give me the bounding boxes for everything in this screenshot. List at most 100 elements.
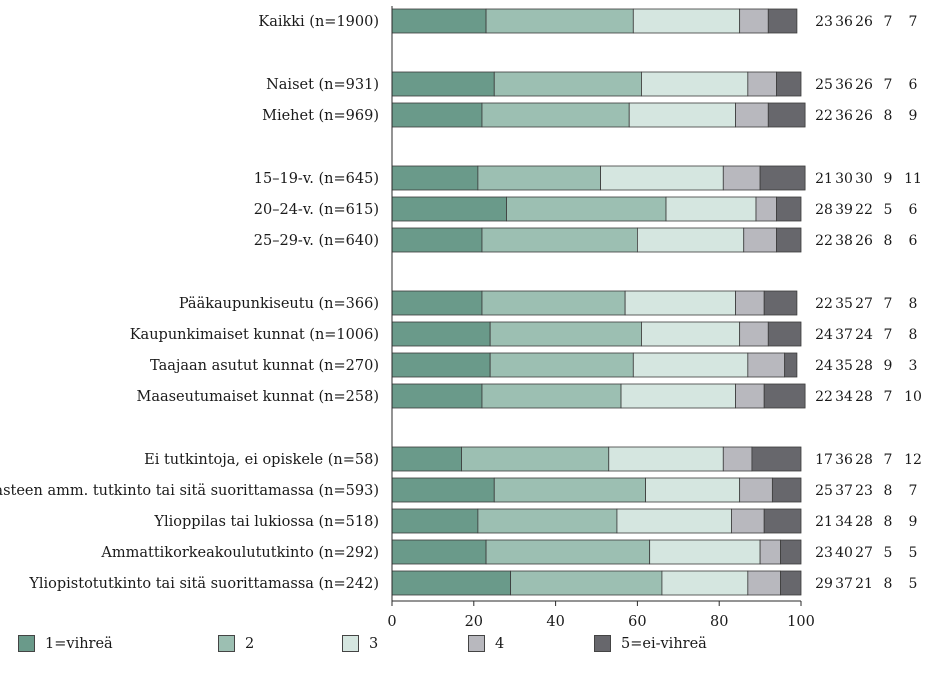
bar-segment-r5-s2 <box>481 227 638 253</box>
bar-segment-r12-s3 <box>616 508 732 534</box>
legend-label-4: 4 <box>495 635 505 652</box>
value-label-r9-s1: 22 <box>815 389 833 405</box>
bar-segment-r12-s4 <box>731 508 765 534</box>
value-label-r2-s1: 22 <box>815 108 833 124</box>
bar-segment-r8-s5 <box>784 352 798 378</box>
value-label-r3-s2: 30 <box>835 171 853 187</box>
bar-segment-r7-s3 <box>641 321 741 347</box>
value-label-r6-s2: 35 <box>835 296 853 312</box>
bar-segment-r11-s5 <box>771 477 802 503</box>
value-label-r4-s5: 6 <box>909 202 918 218</box>
bar-segment-r3-s5 <box>759 165 806 191</box>
bar-segment-r8-s2 <box>489 352 634 378</box>
bar-segment-r3-s2 <box>477 165 601 191</box>
bar-segment-r1-s1 <box>391 71 495 97</box>
bar-segment-r9-s4 <box>735 383 765 409</box>
value-label-r1-s1: 25 <box>815 77 833 93</box>
value-label-r1-s2: 36 <box>835 77 853 93</box>
bar-segment-r0-s1 <box>391 8 487 34</box>
row-label-4: 20–24-v. (n=615) <box>254 202 379 218</box>
value-label-r11-s4: 8 <box>884 483 893 499</box>
bar-segment-r13-s4 <box>759 539 781 565</box>
bar-segment-r5-s5 <box>776 227 802 253</box>
value-label-r12-s3: 28 <box>855 514 873 530</box>
value-label-r7-s3: 24 <box>855 327 873 343</box>
value-label-r6-s1: 22 <box>815 296 833 312</box>
value-label-r0-s5: 7 <box>909 14 918 30</box>
legend-label-1: 1=vihreä <box>45 635 113 652</box>
value-label-r7-s5: 8 <box>909 327 918 343</box>
value-label-r5-s3: 26 <box>855 233 873 249</box>
legend-item-1: 1=vihreä <box>18 635 113 652</box>
x-tick-label-80: 80 <box>710 614 728 626</box>
legend: 1=vihreä 2 3 4 5=ei-vihreä <box>0 626 930 666</box>
value-label-r9-s3: 28 <box>855 389 873 405</box>
value-label-r12-s2: 34 <box>835 514 853 530</box>
value-label-r8-s5: 3 <box>909 358 918 374</box>
value-label-r2-s5: 9 <box>909 108 918 124</box>
x-tick-label-60: 60 <box>628 614 646 626</box>
bar-segment-r0-s4 <box>739 8 769 34</box>
bar-segment-r9-s3 <box>620 383 736 409</box>
value-label-r6-s5: 8 <box>909 296 918 312</box>
value-label-r2-s4: 8 <box>884 108 893 124</box>
bar-segment-r7-s1 <box>391 321 491 347</box>
value-label-r13-s2: 40 <box>835 545 853 561</box>
legend-item-3: 3 <box>342 635 378 652</box>
bar-segment-r13-s5 <box>780 539 802 565</box>
value-label-r3-s4: 9 <box>884 171 893 187</box>
legend-swatch-2 <box>218 635 235 652</box>
bar-segment-r7-s5 <box>767 321 802 347</box>
value-label-r13-s5: 5 <box>909 545 918 561</box>
bar-segment-r6-s3 <box>624 290 736 316</box>
legend-swatch-5 <box>594 635 611 652</box>
legend-label-5: 5=ei-vihreä <box>621 635 707 652</box>
bar-segment-r14-s3 <box>661 570 749 596</box>
legend-swatch-3 <box>342 635 359 652</box>
value-label-r4-s1: 28 <box>815 202 833 218</box>
value-label-r1-s5: 6 <box>909 77 918 93</box>
bar-segment-r12-s2 <box>477 508 618 534</box>
value-label-r13-s1: 23 <box>815 545 833 561</box>
row-label-12: Ylioppilas tai lukiossa (n=518) <box>153 514 379 530</box>
bar-segment-r3-s1 <box>391 165 479 191</box>
bar-segment-r2-s1 <box>391 102 483 128</box>
bar-segment-r8-s4 <box>747 352 786 378</box>
value-label-r6-s4: 7 <box>884 296 893 312</box>
value-label-r14-s3: 21 <box>855 576 873 592</box>
bar-segment-r12-s5 <box>763 508 802 534</box>
legend-item-2: 2 <box>218 635 254 652</box>
bar-segment-r2-s5 <box>767 102 806 128</box>
x-tick-label-40: 40 <box>546 614 564 626</box>
bar-segment-r14-s2 <box>510 570 663 596</box>
value-label-r1-s4: 7 <box>884 77 893 93</box>
bar-segment-r12-s1 <box>391 508 479 534</box>
bar-segment-r10-s4 <box>722 446 753 472</box>
bar-segment-r5-s3 <box>637 227 745 253</box>
legend-swatch-4 <box>468 635 485 652</box>
bar-segment-r13-s2 <box>485 539 651 565</box>
bar-segment-r0-s5 <box>767 8 798 34</box>
bar-segment-r9-s5 <box>763 383 806 409</box>
bar-segment-r5-s4 <box>743 227 777 253</box>
value-label-r5-s5: 6 <box>909 233 918 249</box>
value-label-r7-s2: 37 <box>835 327 853 343</box>
row-label-0: Kaikki (n=1900) <box>258 14 379 30</box>
bar-segment-r0-s3 <box>632 8 741 34</box>
legend-label-2: 2 <box>245 635 255 652</box>
value-label-r13-s4: 5 <box>884 545 893 561</box>
row-label-10: Ei tutkintoja, ei opiskele (n=58) <box>144 452 379 468</box>
value-label-r9-s5: 10 <box>904 389 922 405</box>
row-label-9: Maaseutumaiset kunnat (n=258) <box>136 389 379 405</box>
legend-label-3: 3 <box>369 635 379 652</box>
value-label-r9-s2: 34 <box>835 389 853 405</box>
bar-segment-r8-s3 <box>632 352 749 378</box>
row-label-3: 15–19-v. (n=645) <box>254 171 379 187</box>
value-label-r0-s2: 36 <box>835 14 853 30</box>
bar-segment-r9-s1 <box>391 383 483 409</box>
value-label-r14-s4: 8 <box>884 576 893 592</box>
bar-segment-r7-s2 <box>489 321 642 347</box>
bar-segment-r11-s3 <box>645 477 741 503</box>
bar-segment-r4-s4 <box>755 196 777 222</box>
